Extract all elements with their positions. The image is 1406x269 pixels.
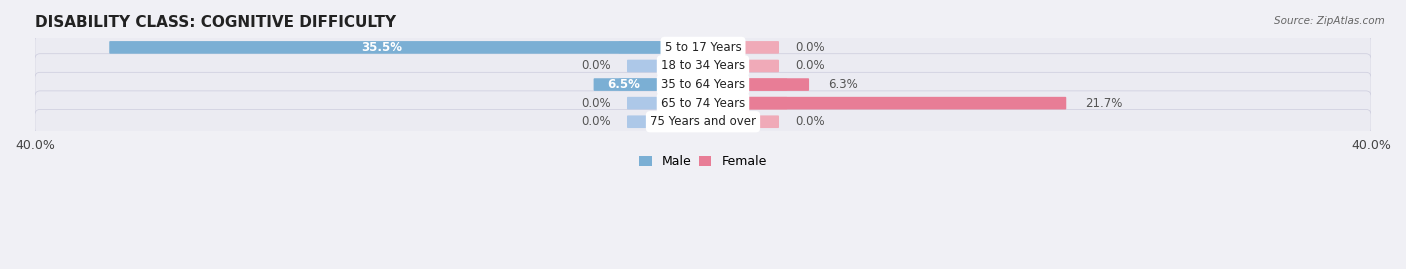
Text: 5 to 17 Years: 5 to 17 Years — [665, 41, 741, 54]
Text: 6.3%: 6.3% — [828, 78, 858, 91]
FancyBboxPatch shape — [702, 78, 808, 91]
FancyBboxPatch shape — [593, 78, 704, 91]
Text: 21.7%: 21.7% — [1085, 97, 1123, 110]
FancyBboxPatch shape — [627, 115, 704, 128]
FancyBboxPatch shape — [35, 72, 1371, 97]
Text: 0.0%: 0.0% — [794, 41, 824, 54]
FancyBboxPatch shape — [627, 97, 704, 109]
Text: 35 to 64 Years: 35 to 64 Years — [661, 78, 745, 91]
FancyBboxPatch shape — [619, 78, 704, 91]
FancyBboxPatch shape — [35, 35, 1371, 60]
Text: 0.0%: 0.0% — [582, 59, 612, 72]
FancyBboxPatch shape — [35, 54, 1371, 78]
FancyBboxPatch shape — [702, 97, 787, 109]
Text: 6.5%: 6.5% — [607, 78, 640, 91]
FancyBboxPatch shape — [110, 41, 704, 54]
Text: DISABILITY CLASS: COGNITIVE DIFFICULTY: DISABILITY CLASS: COGNITIVE DIFFICULTY — [35, 15, 396, 30]
FancyBboxPatch shape — [702, 60, 779, 72]
Text: 0.0%: 0.0% — [582, 97, 612, 110]
FancyBboxPatch shape — [702, 97, 1066, 109]
Legend: Male, Female: Male, Female — [634, 150, 772, 173]
Text: 0.0%: 0.0% — [794, 59, 824, 72]
Text: Source: ZipAtlas.com: Source: ZipAtlas.com — [1274, 16, 1385, 26]
Text: 0.0%: 0.0% — [794, 115, 824, 128]
FancyBboxPatch shape — [702, 115, 779, 128]
FancyBboxPatch shape — [702, 41, 779, 54]
FancyBboxPatch shape — [35, 109, 1371, 134]
Text: 35.5%: 35.5% — [361, 41, 402, 54]
Text: 65 to 74 Years: 65 to 74 Years — [661, 97, 745, 110]
FancyBboxPatch shape — [702, 78, 787, 91]
Text: 0.0%: 0.0% — [582, 115, 612, 128]
FancyBboxPatch shape — [35, 91, 1371, 115]
FancyBboxPatch shape — [619, 41, 704, 54]
Text: 75 Years and over: 75 Years and over — [650, 115, 756, 128]
Text: 18 to 34 Years: 18 to 34 Years — [661, 59, 745, 72]
FancyBboxPatch shape — [627, 60, 704, 72]
